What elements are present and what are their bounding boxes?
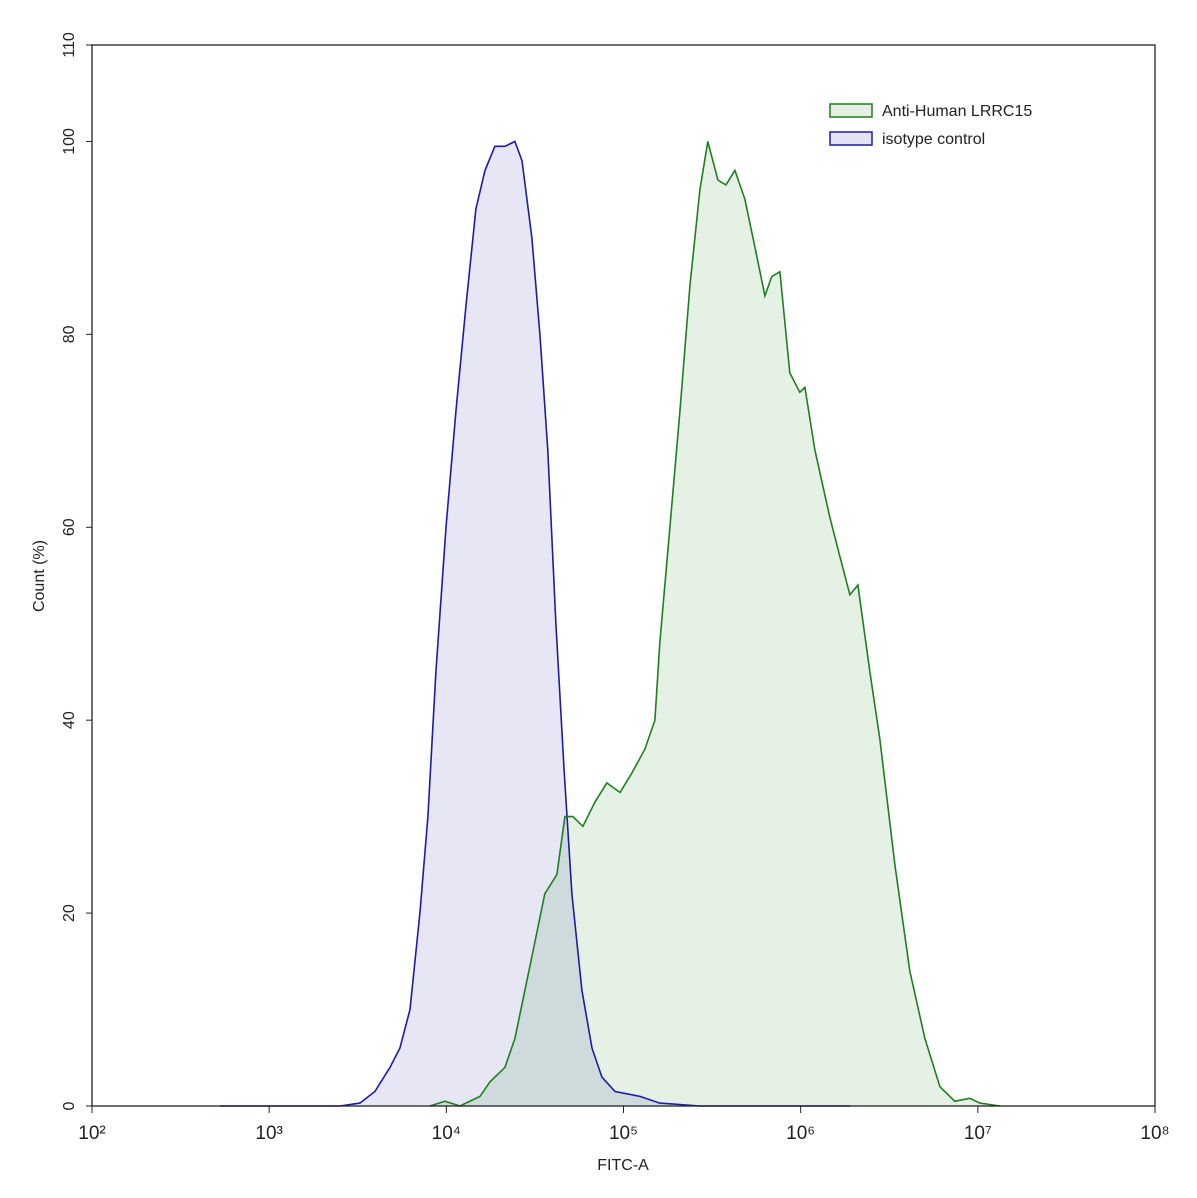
y-tick-label: 20 (61, 904, 78, 922)
legend-swatch (829, 103, 873, 118)
y-tick-label: 0 (61, 1101, 78, 1110)
y-tick-label: 80 (61, 325, 78, 343)
x-tick-label: 10⁵ (609, 1123, 638, 1144)
legend-swatch (829, 131, 873, 146)
x-tick-label: 10⁶ (786, 1123, 815, 1144)
y-tick-label: 60 (61, 518, 78, 536)
x-tick-label: 10² (78, 1123, 105, 1144)
x-axis-label: FITC-A (597, 1157, 649, 1174)
legend-label: isotype control (882, 131, 985, 148)
y-tick-label: 110 (61, 32, 78, 58)
x-tick-label: 10⁴ (432, 1123, 461, 1144)
y-axis-label: Count (%) (31, 540, 48, 612)
series-line (219, 140, 850, 1107)
series-area (429, 141, 1000, 1106)
series-area (219, 141, 850, 1106)
x-tick-label: 10⁷ (964, 1123, 992, 1144)
y-tick-label: 100 (61, 128, 78, 155)
y-tick-label: 40 (61, 711, 78, 729)
series-line (429, 141, 1000, 1107)
x-tick-label: 10⁸ (1140, 1123, 1169, 1144)
x-tick-label: 10³ (255, 1123, 282, 1144)
legend-label: Anti-Human LRRC15 (882, 103, 1032, 120)
